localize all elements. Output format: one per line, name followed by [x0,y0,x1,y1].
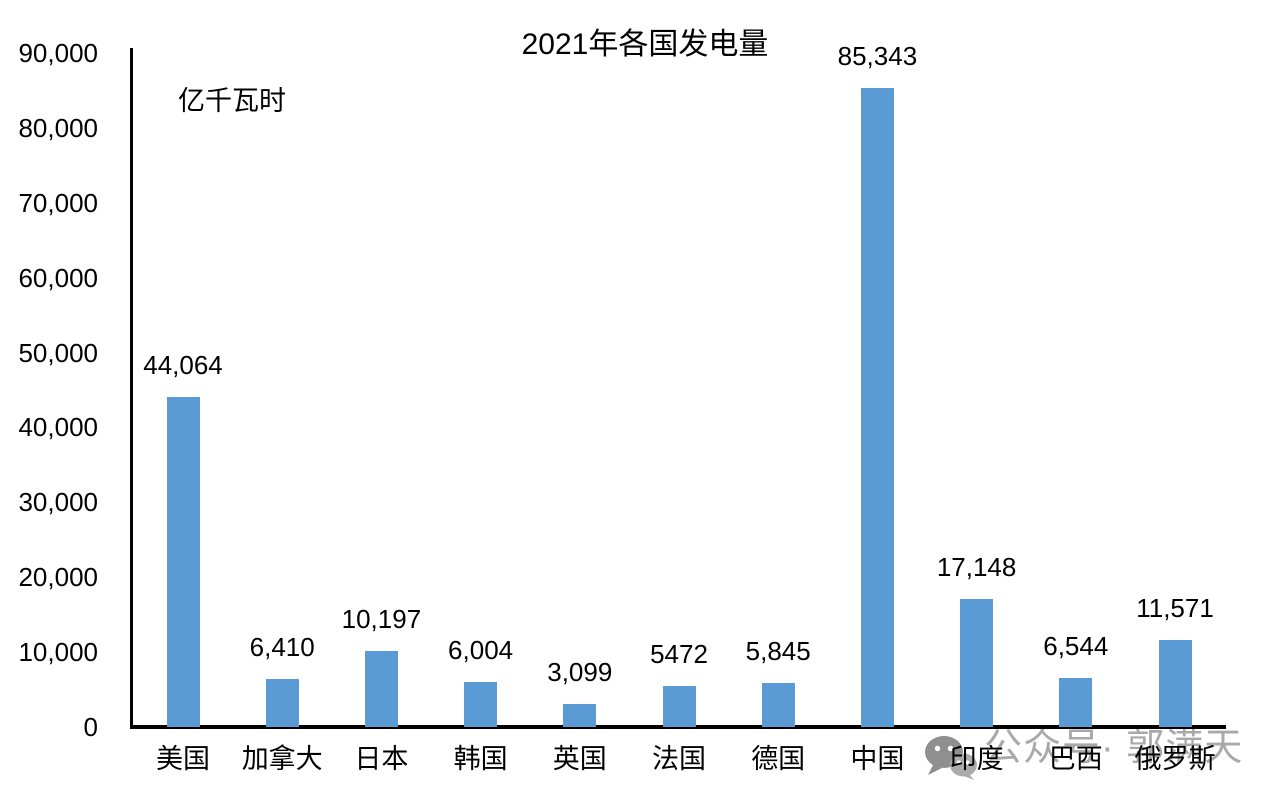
x-axis-line [130,725,1226,729]
bar-value-label: 6,004 [448,635,514,666]
watermark: 公众号· 郭满天 [924,726,1264,786]
y-axis-tick-label: 0 [83,712,98,742]
bar [761,683,795,727]
x-axis-category-label: 德国 [751,744,806,774]
y-axis-tick-label: 50,000 [18,337,98,368]
bar-value-label: 17,148 [936,551,1017,582]
x-axis-category-label: 俄罗斯 [1134,744,1216,774]
watermark-text: 公众号· 郭满天 [984,727,1244,769]
bar [960,598,994,727]
bar [860,87,894,727]
bar [1059,677,1093,727]
bar-value-label: 44,064 [143,350,223,380]
x-axis-category-label: 日本 [354,744,409,774]
y-axis-tick-label: 80,000 [18,112,98,143]
bar-value-label: 5472 [650,639,708,670]
y-axis-tick-label: 70,000 [18,187,98,218]
x-axis-category-label: 巴西 [1048,744,1103,774]
bar [166,397,200,727]
bar-value-label: 6,410 [249,631,315,662]
bar-value-label: 3,099 [547,656,613,687]
y-axis-tick-label: 90,000 [18,38,98,68]
y-axis-tick-label: 40,000 [18,412,98,443]
x-axis-category-label: 法国 [652,744,706,774]
bar-value-label: 11,571 [1136,593,1214,624]
y-axis-line [130,48,133,729]
bar-value-label: 5,845 [745,636,811,667]
y-axis-tick-label: 60,000 [18,262,98,293]
bar-value-label: 6,544 [1043,630,1109,661]
x-axis-category-label: 美国 [156,744,210,774]
bar [364,650,398,727]
chart-title: 2021年各国发电量 [521,28,769,61]
y-axis-tick-label: 20,000 [18,562,98,593]
x-axis-category-label: 印度 [949,744,1004,774]
y-axis-unit-label: 亿千瓦时 [178,86,286,116]
bar-value-label: 85,343 [837,40,918,71]
y-axis-tick-label: 30,000 [18,487,98,518]
bar [464,682,498,727]
bar [265,678,299,727]
x-axis-category-label: 英国 [552,744,607,774]
bar-value-label: 10,197 [341,603,422,634]
x-axis-category-label: 加拿大 [241,744,323,774]
bar [662,686,696,727]
x-axis-category-label: 韩国 [453,744,508,774]
y-axis-tick-label: 10,000 [18,637,98,668]
wechat-icon [925,736,977,780]
bar [1158,640,1192,727]
x-axis-category-label: 中国 [850,744,905,774]
bar [563,703,597,727]
